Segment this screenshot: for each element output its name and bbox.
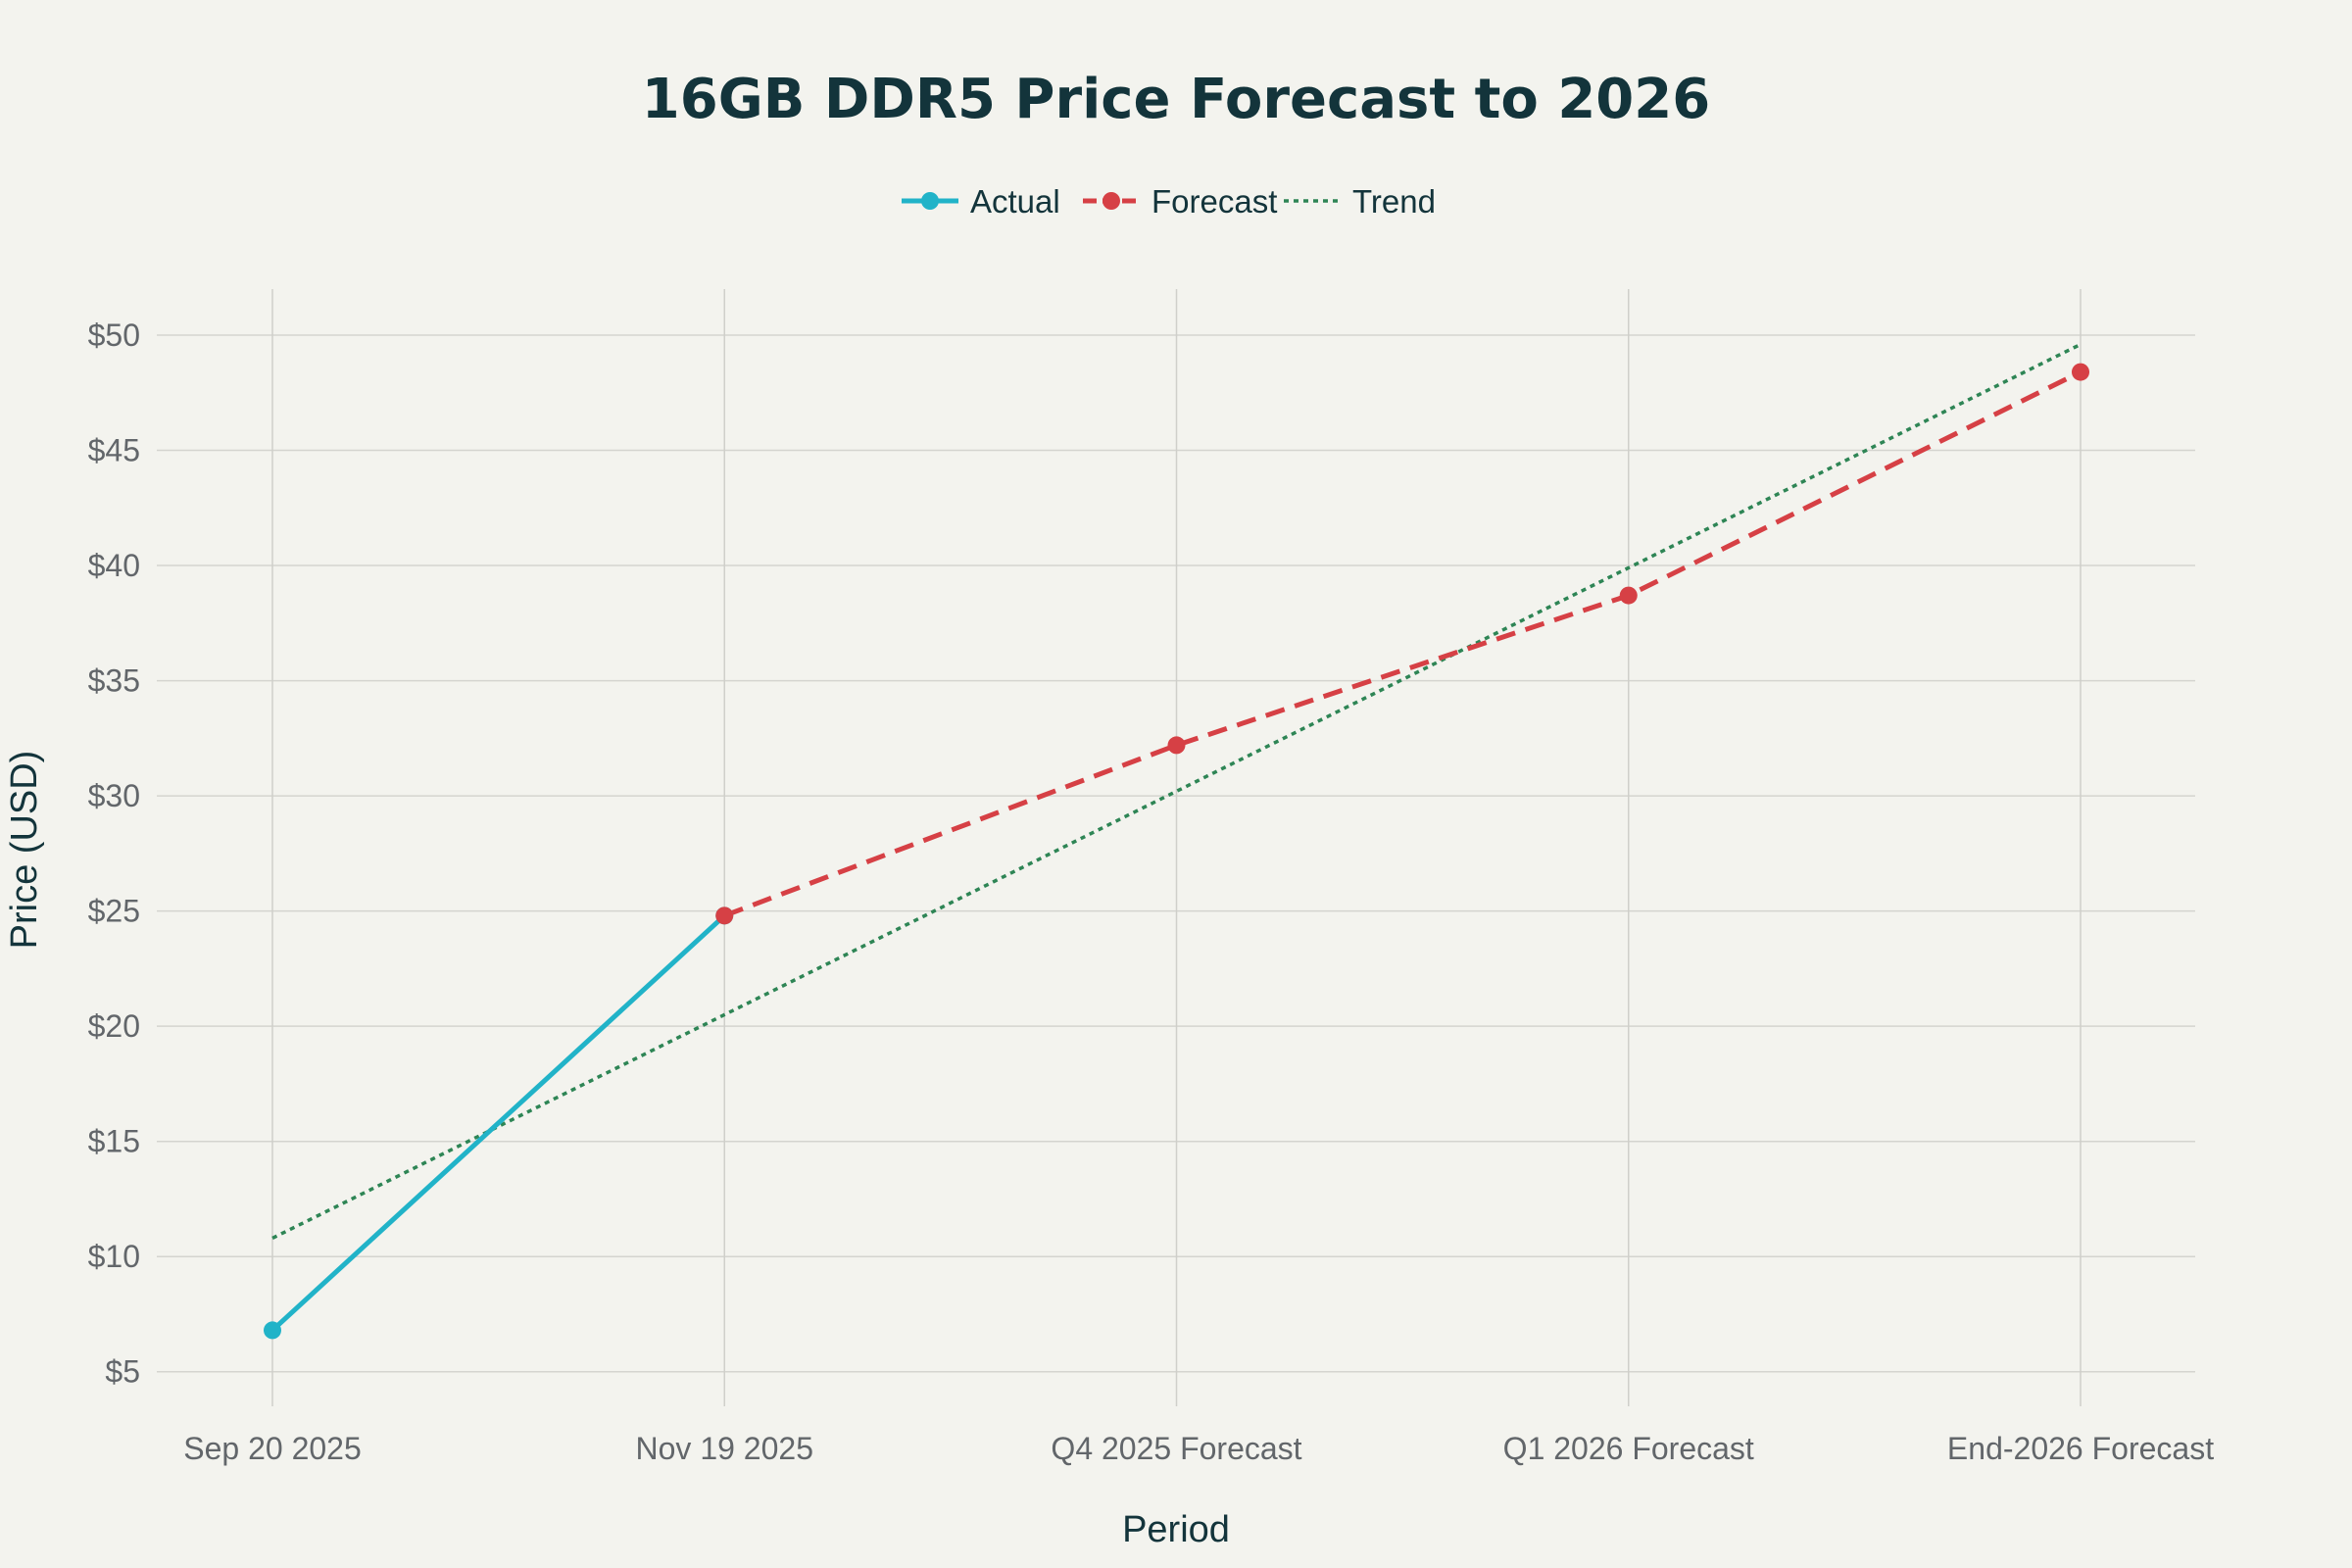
legend-label-trend: Trend <box>1352 183 1436 220</box>
y-tick-label: $50 <box>88 318 140 353</box>
legend-marker-actual <box>921 192 939 210</box>
y-axis-title: Price (USD) <box>4 751 45 950</box>
y-tick-label: $15 <box>88 1124 140 1159</box>
x-axis: Sep 20 2025 Nov 19 2025 Q4 2025 Forecast Q1… <box>183 1431 2214 1466</box>
forecast-point <box>1167 736 1186 755</box>
y-tick-label: $30 <box>88 778 140 813</box>
forecast-point <box>2072 363 2089 381</box>
legend-label-actual: Actual <box>970 183 1060 220</box>
y-tick-label: $5 <box>105 1354 140 1390</box>
actual-point <box>264 1321 281 1340</box>
x-tick-label: Sep 20 2025 <box>183 1431 362 1466</box>
forecast-point <box>715 906 734 925</box>
forecast-series-line <box>723 369 2082 918</box>
actual-series-line <box>270 913 726 1333</box>
forecast-point <box>1619 586 1638 605</box>
y-tick-label: $40 <box>88 548 140 583</box>
y-tick-label: $25 <box>88 894 140 929</box>
legend-item-actual[interactable]: Actual <box>902 183 1060 220</box>
y-axis: $5 $10 $15 $20 $25 $30 $35 $40 $45 $50 <box>88 318 140 1390</box>
y-tick-label: $10 <box>88 1239 140 1274</box>
trend-series-line <box>271 342 2082 1240</box>
y-tick-label: $45 <box>88 433 140 468</box>
x-tick-label: Q1 2026 Forecast <box>1503 1431 1754 1466</box>
legend-label-forecast: Forecast <box>1152 183 1277 220</box>
x-tick-label: Q4 2025 Forecast <box>1051 1431 1301 1466</box>
chart-title: 16GB DDR5 Price Forecast to 2026 <box>642 68 1710 131</box>
x-tick-label: End-2026 Forecast <box>1947 1431 2214 1466</box>
series-layer <box>264 342 2089 1340</box>
x-axis-title: Period <box>1122 1509 1230 1550</box>
grid <box>157 289 2195 1406</box>
legend: Actual Forecast Trend <box>902 183 1436 220</box>
y-tick-label: $20 <box>88 1008 140 1044</box>
legend-marker-forecast <box>1102 192 1120 210</box>
legend-item-trend[interactable]: Trend <box>1284 183 1436 220</box>
legend-item-forecast[interactable]: Forecast <box>1083 183 1277 220</box>
y-tick-label: $35 <box>88 663 140 699</box>
x-tick-label: Nov 19 2025 <box>636 1431 813 1466</box>
